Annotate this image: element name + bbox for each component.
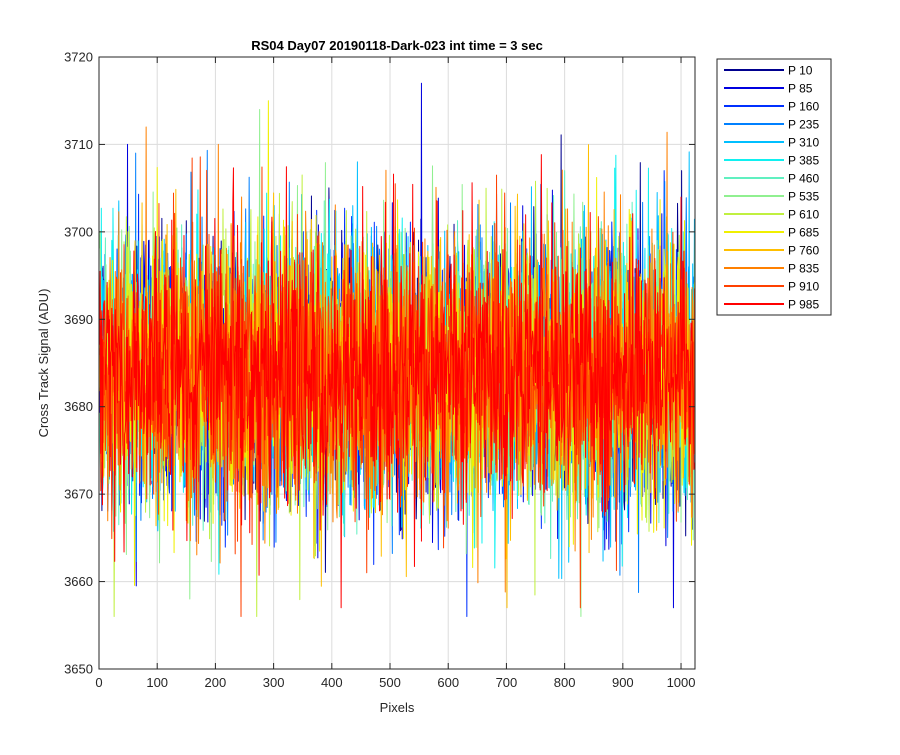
series-line-p985	[99, 154, 696, 609]
y-tick-label: 3670	[64, 487, 93, 502]
x-tick-label: 300	[263, 675, 285, 690]
y-tick-label: 3650	[64, 662, 93, 677]
x-tick-label: 400	[321, 675, 343, 690]
legend-label: P 310	[788, 136, 819, 150]
legend-label: P 10	[788, 64, 813, 78]
y-tick-label: 3660	[64, 574, 93, 589]
legend-label: P 685	[788, 226, 819, 240]
y-tick-label: 3720	[64, 50, 93, 65]
plot-frame	[98, 56, 696, 670]
x-tick-label: 0	[95, 675, 102, 690]
legend-box	[716, 58, 832, 316]
legend-label: P 85	[788, 82, 813, 96]
x-tick-label: 600	[437, 675, 459, 690]
axis-ticks: 0 100 200 300 400 500 600 700 800 900 1000 3650 3660…	[64, 50, 695, 691]
y-tick-label: 3690	[64, 312, 93, 327]
data-series-layer	[99, 82, 696, 618]
legend-label: P 535	[788, 190, 819, 204]
y-tick-label: 3710	[64, 137, 93, 152]
x-tick-label: 100	[146, 675, 168, 690]
legend-label: P 910	[788, 280, 819, 294]
legend-label: P 835	[788, 262, 819, 276]
legend-label: P 985	[788, 298, 819, 312]
x-tick-label: 200	[205, 675, 227, 690]
x-axis-label: Pixels	[380, 700, 415, 715]
x-tick-label: 500	[379, 675, 401, 690]
legend-label: P 610	[788, 208, 819, 222]
legend-label: P 235	[788, 118, 819, 132]
x-tick-label: 900	[612, 675, 634, 690]
chart-title: RS04 Day07 20190118-Dark-023 int time = …	[251, 38, 543, 53]
x-tick-label: 800	[554, 675, 576, 690]
legend-label: P 460	[788, 172, 819, 186]
legend-label: P 385	[788, 154, 819, 168]
y-tick-label: 3680	[64, 399, 93, 414]
x-tick-label: 1000	[667, 675, 696, 690]
legend: P 10 P 85 P 160 P 235 P 310 P 385 P 460 P 535 P …	[716, 58, 832, 316]
legend-label: P 760	[788, 244, 819, 258]
y-tick-label: 3700	[64, 224, 93, 239]
x-tick-label: 700	[496, 675, 518, 690]
y-axis-label: Cross Track Signal (ADU)	[36, 289, 51, 438]
legend-label: P 160	[788, 100, 819, 114]
